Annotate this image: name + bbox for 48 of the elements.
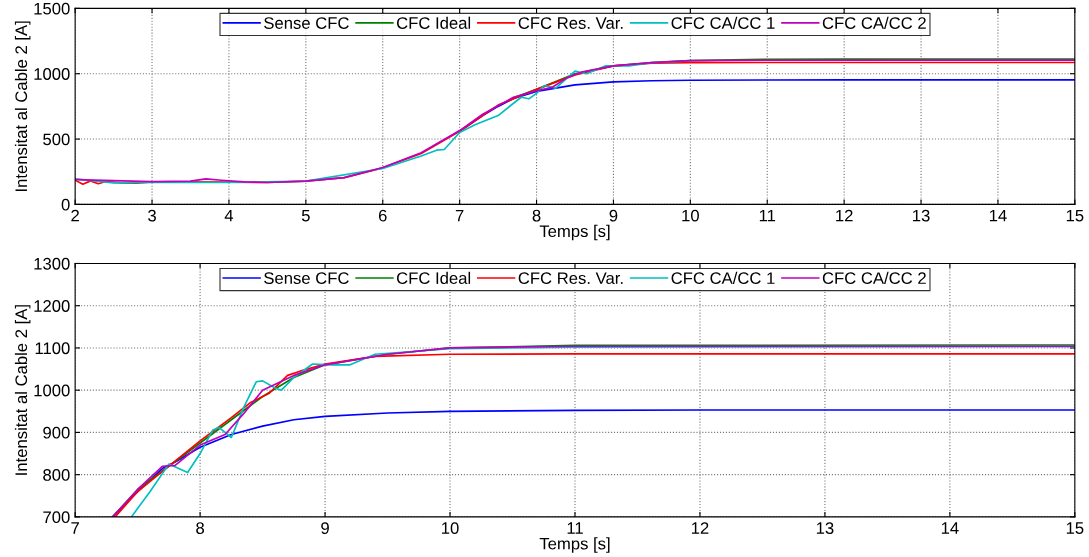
x-tick-label: 2 bbox=[71, 209, 79, 222]
x-tick-label: 11 bbox=[759, 209, 776, 222]
legend-label: CFC Ideal bbox=[396, 271, 471, 285]
x-tick-label: 11 bbox=[567, 522, 583, 534]
x-axis-title: Temps [s] bbox=[539, 537, 610, 553]
y-tick-label: 800 bbox=[43, 469, 70, 481]
x-axis-title: Temps [s] bbox=[539, 224, 610, 241]
legend-label: Sense CFC bbox=[264, 272, 349, 285]
x-tick-label: 5 bbox=[301, 209, 310, 222]
x-tick-label: 9 bbox=[609, 209, 618, 222]
x-tick-label: 3 bbox=[148, 209, 156, 222]
x-tick-label: 7 bbox=[71, 522, 79, 534]
x-tick-label: 9 bbox=[321, 522, 329, 534]
y-tick-label: 1100 bbox=[35, 342, 70, 355]
x-tick-label: 4 bbox=[224, 209, 234, 222]
x-tick-label: 8 bbox=[532, 209, 541, 222]
x-tick-label: 14 bbox=[989, 209, 1007, 222]
legend-label: CFC Res. Var. bbox=[518, 272, 623, 285]
x-tick-label: 10 bbox=[682, 209, 699, 222]
y-tick-label: 1000 bbox=[34, 68, 70, 80]
y-tick-label: 900 bbox=[43, 426, 70, 439]
y-tick-label: 0 bbox=[61, 198, 70, 211]
legend-label: CFC CA/CC 2 bbox=[822, 16, 926, 29]
x-tick-label: 14 bbox=[941, 522, 959, 534]
x-tick-label: 15 bbox=[1066, 522, 1084, 534]
y-tick-label: 500 bbox=[43, 133, 70, 146]
y-tick-label: 1000 bbox=[34, 384, 70, 397]
x-tick-label: 6 bbox=[378, 209, 387, 222]
y-tick-label: 1300 bbox=[34, 257, 70, 270]
x-tick-label: 10 bbox=[442, 522, 459, 534]
y-axis-title: Intensitat al Cable 2 [A] bbox=[14, 21, 31, 191]
x-tick-label: 15 bbox=[1066, 209, 1084, 222]
x-tick-label: 12 bbox=[836, 209, 853, 222]
y-tick-label: 1200 bbox=[34, 300, 70, 312]
x-tick-label: 8 bbox=[196, 522, 205, 534]
legend-label: CFC Ideal bbox=[396, 16, 471, 29]
y-axis-title: Intensitat al Cable 2 [A] bbox=[14, 305, 31, 475]
y-tick-label: 700 bbox=[43, 511, 70, 524]
legend-label: CFC CA/CC 2 bbox=[822, 271, 926, 285]
legend-label: CFC Res. Var. bbox=[518, 17, 623, 29]
x-tick-label: 12 bbox=[691, 522, 709, 534]
y-tick-label: 1500 bbox=[34, 2, 70, 15]
x-tick-label: 13 bbox=[913, 209, 930, 222]
legend-label: CFC CA/CC 1 bbox=[671, 271, 775, 285]
x-tick-label: 13 bbox=[816, 522, 834, 534]
x-tick-label: 7 bbox=[455, 209, 464, 222]
legend-label: Sense CFC bbox=[264, 17, 349, 29]
legend-label: CFC CA/CC 1 bbox=[671, 16, 775, 29]
